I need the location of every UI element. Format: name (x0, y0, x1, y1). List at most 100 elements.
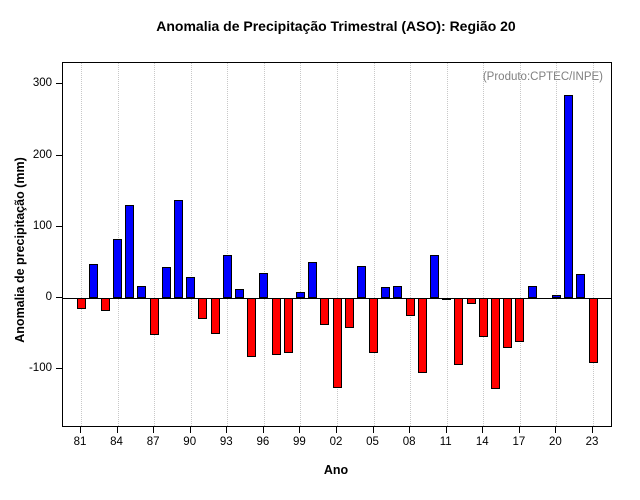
x-tick-05 (372, 427, 374, 433)
bar-96 (259, 272, 269, 298)
y-tick-100 (56, 225, 62, 227)
bar-93 (222, 255, 232, 298)
x-tick-label-17: 17 (512, 436, 526, 448)
bar-97 (271, 297, 281, 355)
gridline-81 (81, 63, 82, 426)
zero-axis-line (63, 297, 611, 299)
x-tick-90 (189, 427, 191, 433)
bar-06 (381, 287, 391, 298)
x-tick-14 (482, 427, 484, 433)
gridline-02 (337, 63, 338, 426)
x-tick-label-99: 99 (293, 436, 306, 448)
bar-90 (186, 277, 196, 298)
gridline-08 (410, 63, 412, 426)
bar-87 (149, 297, 159, 335)
x-tick-label-08: 08 (402, 436, 416, 448)
bar-99 (295, 292, 305, 298)
bar-05 (369, 297, 379, 354)
x-tick-label-14: 14 (475, 436, 489, 448)
bar-00 (308, 262, 318, 298)
bar-85 (125, 204, 135, 298)
bar-81 (76, 297, 86, 309)
bar-16 (503, 297, 513, 348)
bar-94 (234, 289, 244, 298)
x-axis-label: Ano (323, 463, 349, 477)
x-tick-label-05: 05 (366, 436, 379, 448)
bar-88 (161, 266, 171, 298)
x-tick-20 (555, 427, 557, 433)
bar-84 (113, 238, 123, 298)
x-tick-label-93: 93 (219, 436, 233, 448)
y-tick-label--100: -100 (28, 362, 52, 375)
x-tick-99 (299, 427, 301, 433)
plot-area: (Produto:CPTEC/INPE) (62, 62, 612, 427)
x-tick-93 (226, 427, 228, 433)
bar-89 (174, 199, 184, 298)
bar-04 (356, 265, 366, 298)
x-tick-label-87: 87 (146, 436, 160, 448)
x-tick-08 (409, 427, 411, 433)
y-tick-label-100: 100 (32, 219, 52, 232)
bars-layer (63, 63, 611, 426)
bar-91 (198, 297, 208, 320)
bar-07 (393, 285, 403, 298)
y-tick--100 (56, 368, 62, 370)
y-tick-label-300: 300 (32, 77, 52, 90)
bar-95 (247, 297, 257, 357)
bar-22 (576, 274, 586, 298)
bar-03 (344, 297, 354, 328)
x-tick-label-96: 96 (256, 436, 270, 448)
bar-20 (551, 295, 561, 298)
gridline-17 (519, 63, 521, 426)
bar-15 (490, 297, 500, 389)
x-tick-84 (116, 427, 118, 433)
gridline-96 (263, 63, 265, 426)
bar-09 (417, 297, 427, 374)
gridline-14 (483, 63, 485, 426)
bar-14 (478, 297, 488, 338)
x-tick-label-02: 02 (329, 436, 343, 448)
bar-18 (527, 286, 537, 298)
gridline-93 (227, 63, 229, 426)
x-tick-02 (336, 427, 337, 433)
x-tick-label-23: 23 (585, 436, 599, 448)
y-tick-label-200: 200 (32, 148, 52, 161)
x-tick-17 (518, 427, 520, 433)
gridlines-layer (63, 63, 611, 426)
gridline-90 (190, 63, 192, 426)
bar-23 (588, 297, 598, 364)
x-tick-label-11: 11 (439, 436, 452, 448)
bar-08 (405, 297, 415, 316)
bar-86 (137, 286, 147, 298)
bar-83 (100, 297, 110, 311)
x-tick-81 (80, 427, 81, 433)
bar-17 (515, 297, 525, 342)
gridline-87 (154, 63, 156, 426)
bar-98 (283, 297, 293, 353)
y-axis-label: Anomalia de precipitação (mm) (13, 157, 27, 343)
x-tick-11 (445, 427, 447, 433)
y-tick-200 (56, 154, 62, 156)
x-tick-96 (262, 427, 264, 433)
bar-21 (564, 95, 574, 298)
x-tick-label-90: 90 (183, 436, 197, 448)
x-tick-23 (592, 427, 593, 433)
gridline-05 (373, 63, 375, 426)
y-tick-300 (56, 83, 62, 85)
y-tick-label-0: 0 (45, 290, 52, 303)
gridline-20 (556, 63, 558, 426)
bar-12 (454, 297, 464, 366)
chart-title: Anomalia de Precipitação Trimestral (ASO… (156, 18, 516, 34)
bar-02 (332, 297, 342, 389)
x-tick-87 (153, 427, 155, 433)
bar-01 (320, 297, 330, 325)
source-annotation: (Produto:CPTEC/INPE) (482, 71, 603, 83)
gridline-11 (446, 63, 448, 426)
gridline-23 (593, 63, 594, 426)
bar-10 (430, 255, 440, 298)
y-tick-0 (56, 296, 62, 298)
bar-82 (88, 264, 98, 298)
x-tick-label-20: 20 (549, 436, 562, 448)
x-tick-label-81: 81 (73, 436, 87, 448)
